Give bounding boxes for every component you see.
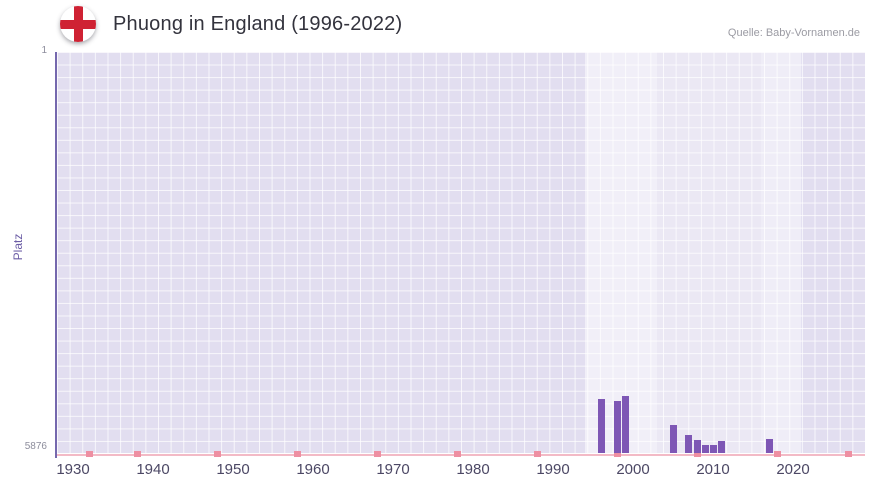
x-tick-label: 1980 bbox=[456, 461, 490, 478]
rank-bar-2017[interactable] bbox=[765, 438, 773, 453]
x-axis-minor-mark bbox=[845, 451, 853, 457]
rank-bar-2007[interactable] bbox=[685, 435, 693, 453]
flag-cross-horizontal bbox=[60, 19, 96, 29]
england-flag-icon bbox=[60, 6, 96, 42]
rank-bar-2005[interactable] bbox=[669, 424, 677, 453]
rank-bar-2011[interactable] bbox=[717, 440, 725, 453]
highlight-band bbox=[657, 52, 761, 453]
y-tick-max: 1 bbox=[41, 45, 47, 56]
x-tick-label: 1930 bbox=[56, 461, 90, 478]
rank-bar-2008[interactable] bbox=[693, 439, 701, 453]
x-axis-ticks: 1930 1940 1950 1960 1970 1980 1990 2000 2010 2020 bbox=[56, 461, 865, 483]
x-tick-label: 1970 bbox=[376, 461, 410, 478]
x-axis-minor-mark bbox=[293, 451, 301, 457]
x-axis-minor-mark bbox=[213, 451, 221, 457]
x-axis-minor-mark bbox=[85, 451, 93, 457]
rank-bar-1996[interactable] bbox=[597, 399, 605, 453]
y-axis-line bbox=[55, 52, 57, 458]
x-tick-label: 1940 bbox=[136, 461, 170, 478]
x-tick-label: 2020 bbox=[776, 461, 810, 478]
x-axis-minor-mark bbox=[453, 451, 461, 457]
rank-bar-1998[interactable] bbox=[613, 401, 621, 453]
rank-bar-2010[interactable] bbox=[709, 445, 717, 453]
source-credit: Quelle: Baby-Vornamen.de bbox=[727, 27, 860, 39]
x-axis-minor-mark bbox=[533, 451, 541, 457]
x-axis-minor-mark bbox=[693, 451, 701, 457]
plot-area bbox=[55, 52, 865, 458]
highlight-band bbox=[761, 52, 801, 453]
y-tick-min: 5876 bbox=[24, 441, 47, 452]
x-axis-minor-mark bbox=[133, 451, 141, 457]
highlight-band bbox=[585, 52, 657, 453]
x-axis-minor-mark bbox=[773, 451, 781, 457]
rank-bar-2009[interactable] bbox=[701, 444, 709, 453]
x-tick-label: 1950 bbox=[216, 461, 250, 478]
y-axis-title: Platz bbox=[11, 233, 25, 261]
x-tick-label: 2000 bbox=[616, 461, 650, 478]
chart-title: Phuong in England (1996-2022) bbox=[113, 13, 403, 35]
x-axis-minor-mark bbox=[373, 451, 381, 457]
x-axis-minor-mark bbox=[613, 451, 621, 457]
x-tick-label: 1990 bbox=[536, 461, 570, 478]
rank-bar-1999[interactable] bbox=[621, 395, 629, 453]
x-tick-label: 1960 bbox=[296, 461, 330, 478]
x-axis-line bbox=[57, 454, 865, 456]
x-tick-label: 2010 bbox=[696, 461, 730, 478]
